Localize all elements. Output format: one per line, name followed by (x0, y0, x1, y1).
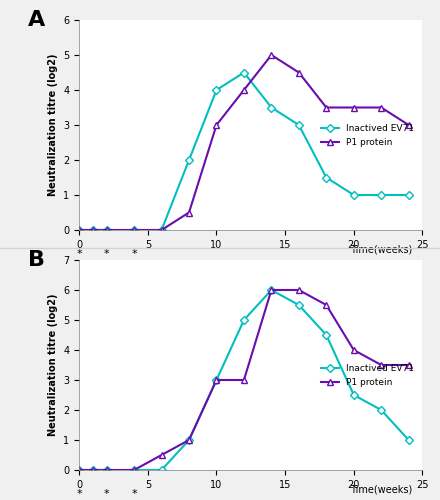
Y-axis label: Neutralization titre (log2): Neutralization titre (log2) (48, 294, 58, 436)
Legend: Inactived EV71, P1 protein: Inactived EV71, P1 protein (317, 360, 418, 390)
Text: *: * (131, 490, 137, 500)
Text: *: * (104, 490, 110, 500)
Text: *: * (131, 249, 137, 259)
Text: B: B (28, 250, 45, 270)
Text: A: A (28, 10, 45, 29)
X-axis label: Time(weeks): Time(weeks) (350, 484, 412, 494)
Text: *: * (104, 249, 110, 259)
Y-axis label: Neutralization titre (log2): Neutralization titre (log2) (48, 54, 58, 196)
Text: *: * (77, 490, 82, 500)
Legend: Inactived EV71, P1 protein: Inactived EV71, P1 protein (317, 120, 418, 150)
Text: *: * (77, 249, 82, 259)
X-axis label: Time(weeks): Time(weeks) (350, 244, 412, 254)
